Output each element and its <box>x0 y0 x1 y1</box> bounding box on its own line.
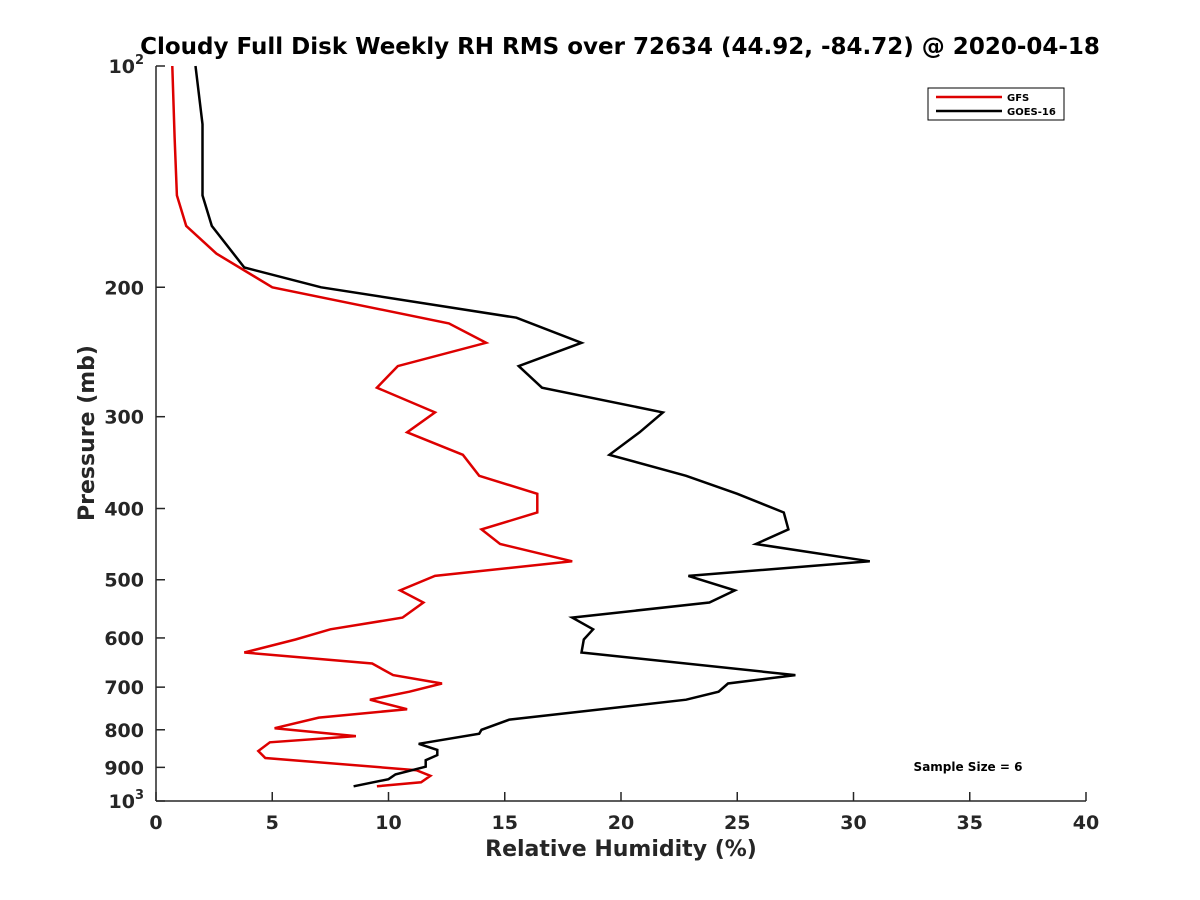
x-tick-label: 20 <box>608 812 634 834</box>
y-axis-label: Pressure (mb) <box>75 345 100 521</box>
sample-size-annotation: Sample Size = 6 <box>914 760 1023 774</box>
y-tick-label: 103 <box>109 788 145 813</box>
legend-label-goes16: GOES-16 <box>1007 107 1056 118</box>
x-tick-label: 40 <box>1073 812 1099 834</box>
x-tick-label: 5 <box>266 812 279 834</box>
y-tick-label: 700 <box>104 677 144 699</box>
y-tick-label: 800 <box>104 720 144 742</box>
x-tick-label: 0 <box>149 812 162 834</box>
y-axis-ticks: 102 200 300 400 500 600 700 800 900 103 <box>104 53 165 813</box>
axes-background <box>156 66 1086 801</box>
x-axis-label: Relative Humidity (%) <box>485 837 757 862</box>
series-layer <box>171 65 870 788</box>
y-tick-label: 900 <box>104 757 144 779</box>
y-tick-label: 102 <box>109 53 145 78</box>
x-tick-label: 10 <box>375 812 401 834</box>
x-tick-label: 25 <box>724 812 750 834</box>
x-tick-label: 35 <box>957 812 983 834</box>
legend-box <box>927 87 1065 121</box>
y-tick-label: 500 <box>104 570 144 592</box>
y-tick-label: 200 <box>104 277 144 299</box>
legend: GFS GOES-16 <box>927 87 1065 121</box>
x-axis-ticks: 0 5 10 15 20 25 30 35 40 <box>149 792 1099 834</box>
series-line-gfs <box>171 65 573 788</box>
chart-title: Cloudy Full Disk Weekly RH RMS over 7263… <box>140 34 1100 60</box>
x-tick-label: 30 <box>840 812 866 834</box>
plot-area: 0 5 10 15 20 25 30 35 40 102 200 300 400 500 600 700 80… <box>104 53 1099 834</box>
y-tick-label: 400 <box>104 499 144 521</box>
y-tick-label: 300 <box>104 407 144 429</box>
x-tick-label: 15 <box>492 812 518 834</box>
y-tick-label: 600 <box>104 628 144 650</box>
series-line-goes16 <box>194 65 870 788</box>
legend-label-gfs: GFS <box>1007 93 1029 104</box>
